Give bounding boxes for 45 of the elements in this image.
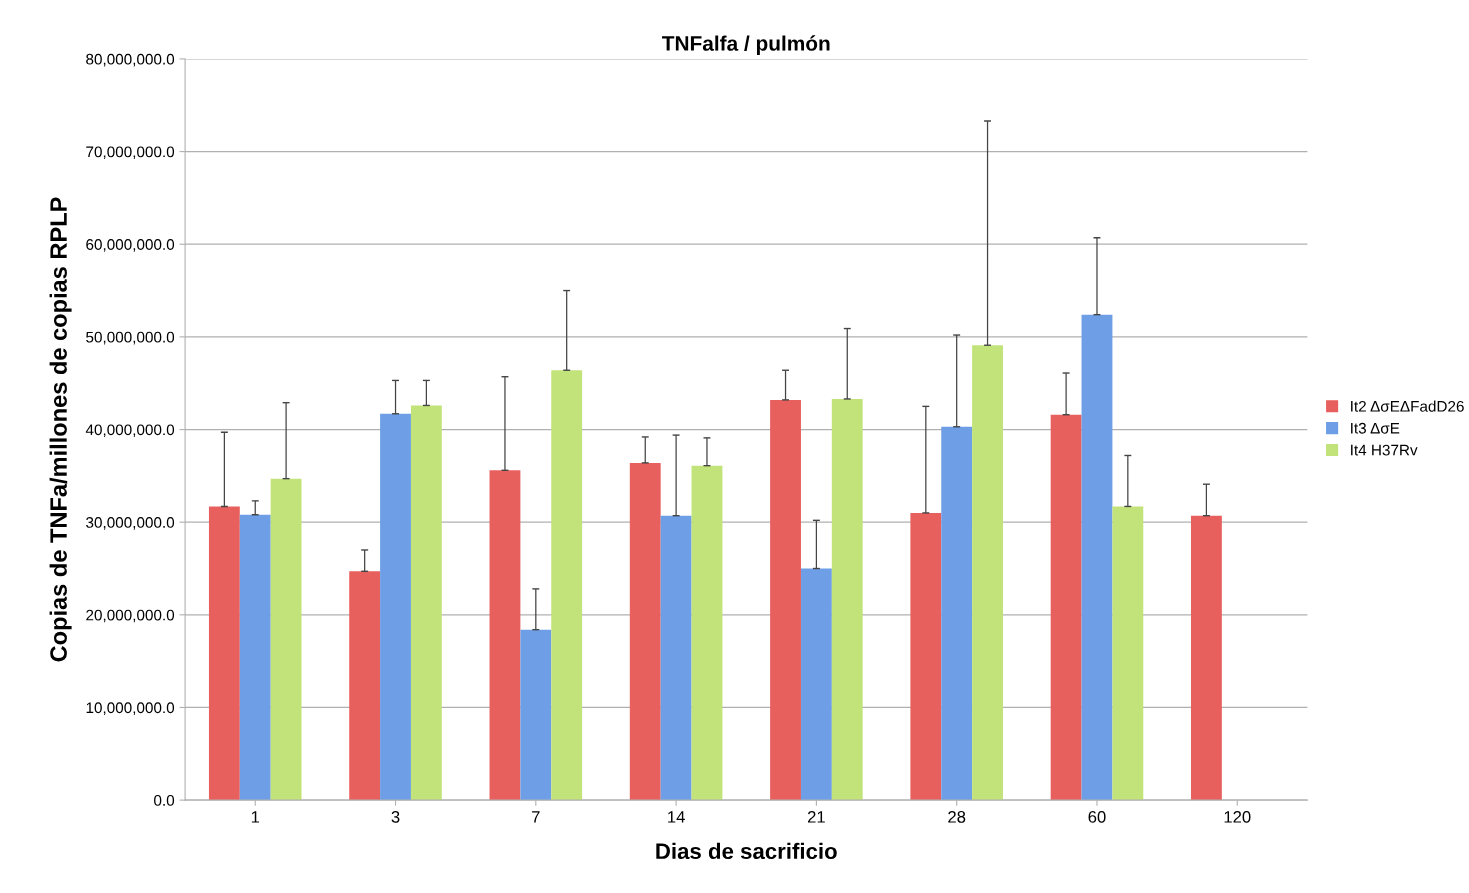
x-tick-label: 1 xyxy=(251,811,260,823)
bar xyxy=(410,405,442,801)
y-axis-title: Copias de TNFa/millones de copias RPLP xyxy=(49,197,72,662)
y-tick-label: 50,000,000.0 xyxy=(86,331,175,345)
x-tick-label: 7 xyxy=(532,811,540,823)
bar xyxy=(208,506,240,801)
bar xyxy=(239,514,271,801)
bar xyxy=(1112,506,1144,801)
y-tick-label: 0.0 xyxy=(154,795,175,806)
y-tick-label: 60,000,000.0 xyxy=(86,239,175,252)
x-tick-label: 3 xyxy=(391,810,400,823)
legend-label: It2 ΔσEΔFadD26 xyxy=(1351,400,1464,412)
bar xyxy=(629,462,661,801)
bar xyxy=(691,465,723,801)
bar xyxy=(800,568,832,801)
bar xyxy=(520,629,552,801)
bar xyxy=(1081,314,1113,801)
bar xyxy=(831,398,863,801)
x-tick-label: 120 xyxy=(1224,810,1251,823)
bar xyxy=(489,470,521,801)
y-tick-label: 20,000,000.0 xyxy=(86,609,175,623)
x-tick-label: 60 xyxy=(1088,810,1106,823)
bar xyxy=(1190,515,1222,801)
legend-label: It3 ΔσE xyxy=(1351,422,1400,434)
bar xyxy=(770,399,801,801)
y-tick-label: 30,000,000.0 xyxy=(86,517,175,530)
bar xyxy=(1050,414,1082,801)
y-tick-label: 80,000,000.0 xyxy=(86,53,175,67)
legend-label: It4 H37Rv xyxy=(1351,444,1418,456)
chart-title: TNFalfa / pulmón xyxy=(662,35,830,55)
y-tick-label: 70,000,000.0 xyxy=(86,146,175,160)
bar xyxy=(551,370,583,801)
bar xyxy=(270,478,302,801)
bar xyxy=(660,515,692,801)
bar xyxy=(349,571,381,801)
bar xyxy=(941,426,973,801)
x-tick-label: 14 xyxy=(668,811,685,823)
bar xyxy=(380,413,411,801)
x-tick-label: 21 xyxy=(807,810,825,823)
y-tick-label: 40,000,000.0 xyxy=(85,424,175,438)
bar xyxy=(972,345,1003,801)
y-tick-label: 10,000,000.0 xyxy=(86,702,175,715)
x-axis-title: Dias de sacrificio xyxy=(656,842,837,860)
bar xyxy=(910,512,942,801)
x-tick-label: 28 xyxy=(948,810,966,823)
